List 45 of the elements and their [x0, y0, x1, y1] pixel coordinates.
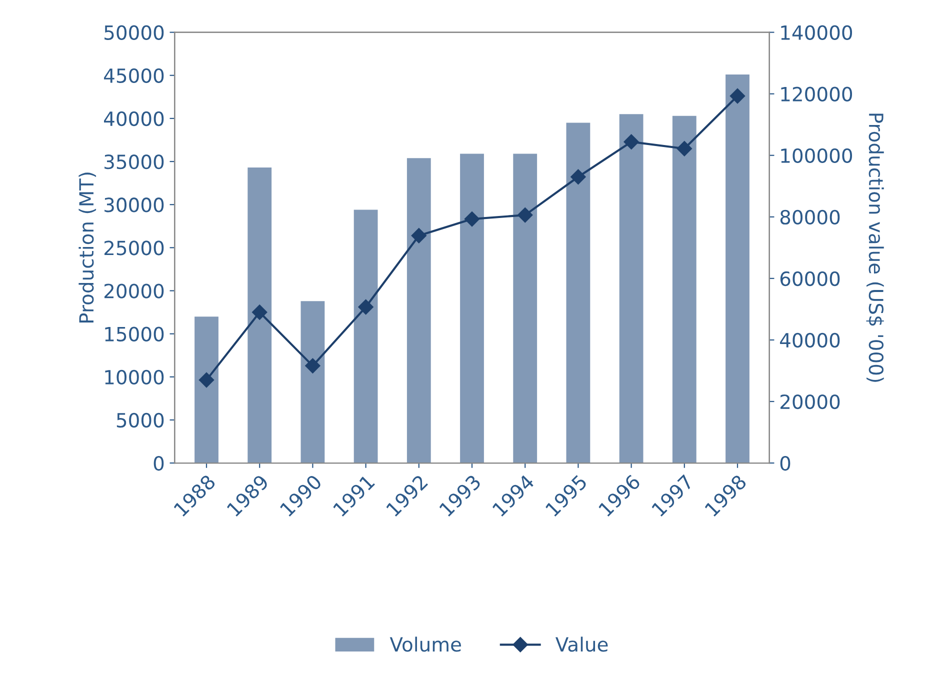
bar	[194, 316, 218, 464]
legend-label: Value	[556, 636, 608, 652]
bar	[406, 158, 431, 464]
y2-tick-label: 60000	[780, 271, 840, 286]
y-tick-label: 10000	[105, 370, 164, 385]
bar	[300, 301, 325, 464]
y2-tick-label: 140000	[781, 25, 852, 40]
bar	[619, 114, 644, 464]
point	[624, 134, 639, 150]
bar	[248, 168, 272, 464]
bar	[672, 116, 696, 464]
point	[730, 88, 746, 104]
y2-tick-label: 100000	[781, 148, 852, 164]
point	[518, 207, 533, 223]
point	[464, 211, 480, 227]
point	[411, 228, 426, 244]
point	[252, 304, 268, 320]
y2-tick-label: 20000	[780, 394, 840, 410]
y-tick-label: 0	[154, 456, 164, 471]
bar	[354, 210, 378, 464]
y-tick-label: 5000	[116, 412, 164, 428]
y2-tick-label: 40000	[780, 332, 840, 348]
bar	[566, 122, 590, 464]
y-tick-label: 45000	[104, 68, 164, 84]
point	[570, 169, 586, 184]
legend-label: Volume	[390, 636, 461, 652]
point	[676, 141, 692, 156]
y-tick-label: 25000	[104, 240, 164, 256]
y-tick-label: 40000	[104, 111, 164, 126]
y-tick-label: 35000	[104, 154, 164, 170]
point	[198, 372, 214, 388]
bar	[726, 74, 750, 464]
bar	[513, 154, 538, 464]
point	[358, 299, 374, 315]
point	[305, 358, 320, 374]
y2-tick-label: 120000	[781, 86, 852, 102]
y2-tick-label: 0	[780, 456, 790, 471]
y-tick-label: 15000	[105, 326, 164, 342]
y2-axis-title: Production value (US$ '000)	[866, 114, 884, 382]
bar	[460, 154, 484, 464]
y-tick-label: 30000	[104, 198, 164, 212]
y-axis-title: Production (MT)	[78, 172, 96, 322]
y-tick-label: 20000	[104, 284, 164, 298]
y-tick-label: 50000	[104, 25, 164, 40]
y2-tick-label: 80000	[780, 210, 840, 225]
